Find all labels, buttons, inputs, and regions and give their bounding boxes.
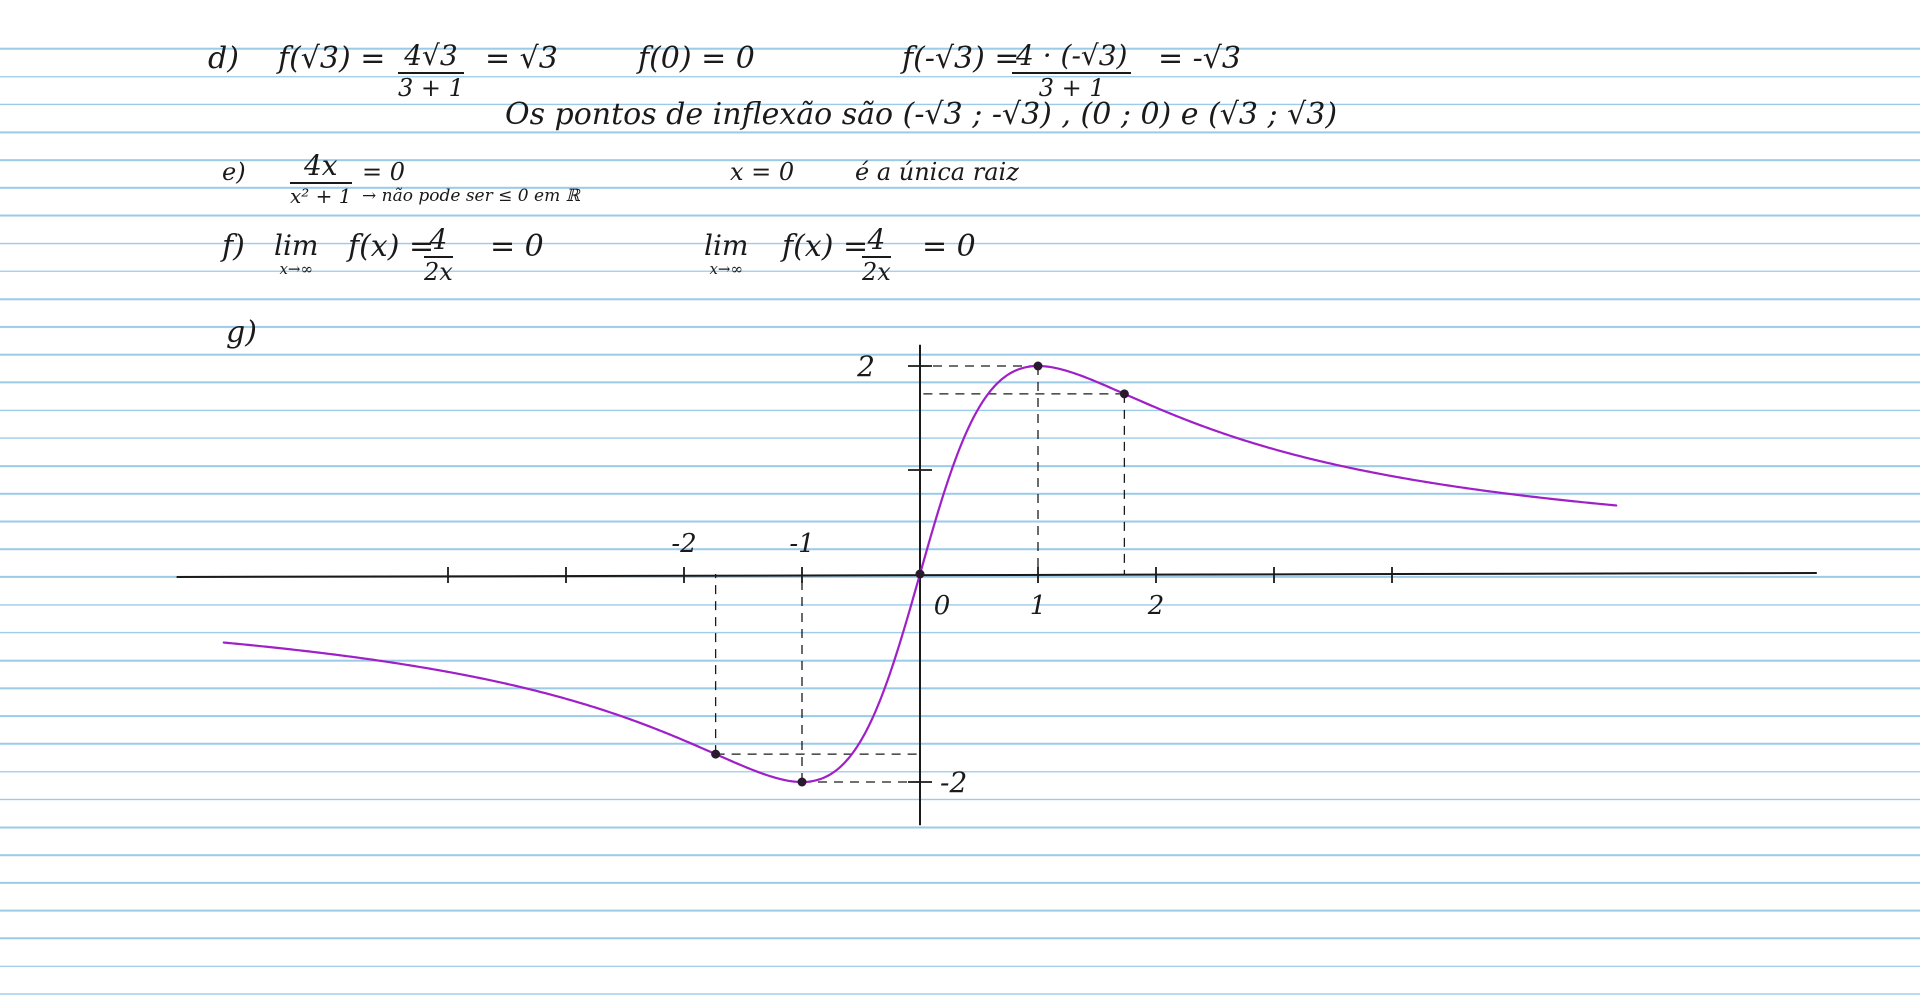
x-tick-label: -2 <box>671 529 696 559</box>
marked-point <box>797 777 807 787</box>
fraction-bar <box>1012 72 1132 74</box>
x-tick-label: -1 <box>789 529 814 559</box>
part-e-numerator: 4x <box>303 149 338 182</box>
marked-point <box>1033 361 1043 371</box>
limit-1-expression: f(x) = <box>348 229 435 264</box>
fraction-bar <box>398 72 464 74</box>
limit-1-rhs: = 0 <box>490 229 544 264</box>
marked-points <box>711 361 1129 787</box>
part-f-label: f) <box>222 229 245 264</box>
part-e-note: → não pode ser ≤ 0 em ℝ <box>362 186 580 206</box>
limit-1-denominator: 2x <box>424 258 453 286</box>
fraction-bar <box>290 182 352 184</box>
axes <box>176 344 1817 826</box>
limit-2-rhs: = 0 <box>922 229 976 264</box>
f-neg-sqrt3-denominator: 3 + 1 <box>1038 74 1105 102</box>
limit-2-expression: f(x) = <box>782 229 869 264</box>
limit-2-word: lim <box>704 229 749 262</box>
limit-2-subscript: x→∞ <box>709 260 743 278</box>
x-tick-label: 0 <box>934 591 951 621</box>
f-sqrt3-denominator: 3 + 1 <box>398 74 464 102</box>
f-zero: f(0) = 0 <box>638 41 755 76</box>
limit-1: lim x→∞ <box>274 232 318 277</box>
limit-2-numerator: 4 <box>867 223 886 256</box>
part-e-equals-zero: = 0 <box>362 158 406 186</box>
f-sqrt3-lhs: f(√3) = <box>278 41 386 76</box>
f-neg-sqrt3-numerator: 4 · (-√3) <box>1016 39 1128 72</box>
limit-2: lim x→∞ <box>704 232 748 277</box>
limit-1-numerator: 4 <box>429 223 448 256</box>
part-e-label: e) <box>222 158 246 186</box>
guide-lines <box>714 365 1126 783</box>
inflection-points-text: Os pontos de inflexão são (-√3 ; -√3) , … <box>505 97 1338 132</box>
f-sqrt3-fraction: 4√3 3 + 1 <box>398 42 464 100</box>
part-g-label: g) <box>226 315 257 350</box>
part-e-denominator: x² + 1 <box>290 184 352 208</box>
root-text: é a única raiz <box>855 158 1019 186</box>
fraction-bar <box>862 256 891 258</box>
f-sqrt3-numerator: 4√3 <box>404 39 458 72</box>
f-neg-sqrt3-lhs: f(-√3) = <box>902 41 1020 76</box>
f-sqrt3-rhs: = √3 <box>485 41 558 76</box>
tick-marks <box>447 365 1393 783</box>
y-tick-label: 2 <box>856 350 875 383</box>
x-tick-label: 1 <box>1030 591 1047 621</box>
limit-1-word: lim <box>274 229 319 262</box>
limit-2-denominator: 2x <box>862 258 891 286</box>
f-neg-sqrt3-fraction: 4 · (-√3) 3 + 1 <box>1012 39 1132 102</box>
part-d-label: d) <box>208 41 239 76</box>
tick-labels: -2 -1 0 1 2 2 -2 <box>671 350 1164 799</box>
marked-point <box>711 749 721 759</box>
marked-point <box>1119 389 1129 399</box>
part-e-fraction: 4x x² + 1 <box>290 152 352 206</box>
fraction-bar <box>424 256 453 258</box>
limit-1-fraction: 4 2x <box>424 226 453 284</box>
x-tick-label: 2 <box>1147 591 1165 621</box>
marked-point <box>915 569 925 579</box>
y-tick-label: -2 <box>940 766 967 799</box>
root-equation: x = 0 <box>730 158 795 186</box>
x-axis <box>176 572 1817 578</box>
f-neg-sqrt3-rhs: = -√3 <box>1158 41 1242 76</box>
limit-1-subscript: x→∞ <box>279 260 313 278</box>
limit-2-fraction: 4 2x <box>862 226 891 284</box>
